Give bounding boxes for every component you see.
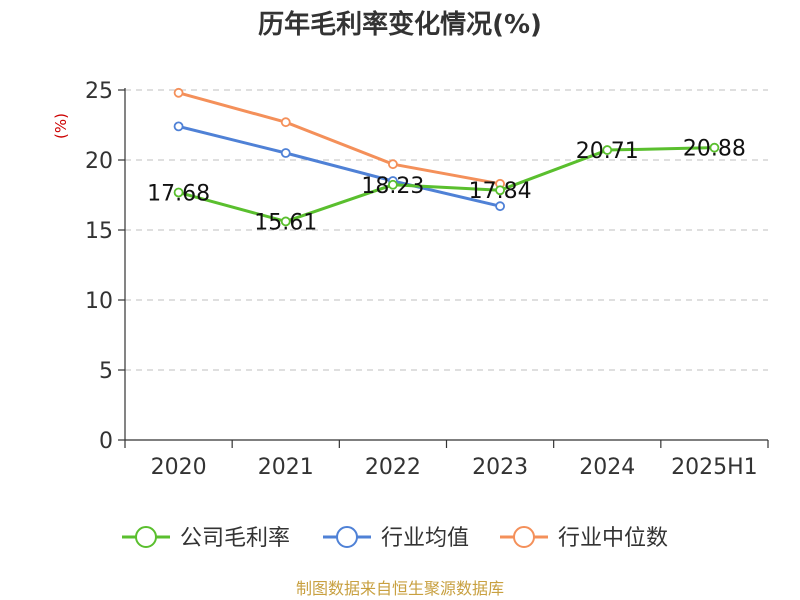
legend[interactable]: 公司毛利率 行业均值 行业中位数 [122, 526, 668, 551]
y-tick-label-0: 0 [99, 429, 113, 454]
series-line-2 [178, 91, 501, 186]
chart-title: 历年毛利率变化情况(%) [258, 9, 542, 40]
data-point-2-2020 [173, 87, 184, 98]
series-line-0 [178, 146, 715, 223]
series-1 [173, 121, 505, 212]
series-layer [173, 87, 720, 227]
data-point-0-2022 [388, 179, 398, 190]
legend-label-2: 行业中位数 [558, 526, 668, 551]
y-tick-label-15: 15 [85, 219, 113, 244]
data-point-0-2023 [495, 185, 505, 196]
legend-item-2[interactable]: 行业中位数 [500, 526, 668, 551]
series-2 [173, 87, 505, 189]
data-label-2021: 15.61 [254, 210, 317, 235]
grid [125, 89, 768, 371]
data-point-2-2022 [388, 159, 398, 170]
data-labels: 17.68 15.61 18.23 17.84 20.71 20.88 [147, 137, 746, 236]
legend-label-0: 公司毛利率 [180, 526, 290, 551]
y-axis-label: (%) [52, 113, 70, 139]
data-label-2025H1: 20.88 [683, 137, 746, 162]
data-label-2024: 20.71 [576, 139, 639, 164]
data-point-1-2023 [495, 201, 505, 212]
series-0 [173, 142, 720, 227]
y-tick-label-10: 10 [85, 289, 113, 314]
x-tick-label-2023: 2023 [472, 455, 528, 480]
data-point-0-2025H1 [709, 142, 720, 153]
data-label-2022: 18.23 [361, 174, 424, 199]
legend-marker-1 [336, 526, 358, 548]
legend-item-0[interactable]: 公司毛利率 [122, 526, 290, 551]
y-tick-label-5: 5 [99, 359, 113, 384]
source-note: 制图数据来自恒生聚源数据库 [296, 579, 504, 598]
legend-label-1: 行业均值 [381, 526, 469, 551]
axes: 0 5 10 15 20 25 2020 2021 2022 2023 2024 2025H1 [85, 79, 769, 480]
data-point-1-2021 [280, 148, 291, 158]
data-point-0-2024 [602, 145, 613, 155]
x-tick-label-2020: 2020 [151, 455, 207, 480]
x-tick-label-2022: 2022 [365, 455, 421, 480]
data-label-2020: 17.68 [147, 181, 210, 206]
legend-marker-2 [513, 526, 535, 548]
data-point-1-2020 [173, 121, 184, 132]
series-line-1 [178, 124, 501, 208]
y-tick-label-20: 20 [85, 149, 113, 174]
x-tick-label-2025H1: 2025H1 [671, 455, 758, 480]
legend-marker-0 [135, 526, 157, 548]
data-point-2-2021 [280, 117, 291, 128]
x-tick-label-2021: 2021 [258, 455, 314, 480]
y-tick-label-25: 25 [85, 79, 113, 104]
legend-item-1[interactable]: 行业均值 [323, 526, 469, 551]
data-point-0-2021 [280, 216, 291, 227]
x-tick-label-2024: 2024 [579, 455, 635, 480]
data-point-0-2020 [173, 187, 184, 198]
data-label-2023: 17.84 [469, 179, 532, 204]
